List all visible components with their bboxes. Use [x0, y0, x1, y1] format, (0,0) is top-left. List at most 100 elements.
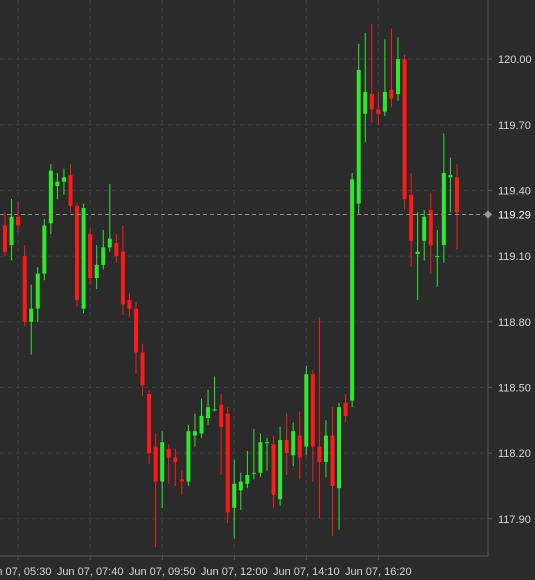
candle [271, 435, 276, 508]
candle [251, 429, 256, 480]
candle-body [258, 442, 263, 473]
candle-body [16, 216, 21, 226]
candle-body [304, 374, 309, 447]
candle-body [415, 251, 420, 254]
x-tick-label: Jun 07, 14:10 [273, 566, 340, 578]
candle [81, 203, 86, 314]
candle-body [114, 242, 119, 257]
candle [238, 472, 243, 511]
candle [265, 437, 269, 471]
candle [350, 172, 355, 408]
candle [186, 424, 191, 486]
candle-body [140, 352, 145, 386]
candle [9, 199, 14, 261]
candle-body [323, 435, 328, 462]
candle [29, 284, 34, 355]
x-tick-label: Jun 07, 09:50 [129, 566, 196, 578]
candle-body [35, 273, 40, 309]
candle [422, 210, 427, 261]
candle-body [330, 435, 335, 486]
candle-body [160, 442, 165, 482]
candle-body [454, 177, 459, 213]
candle [166, 444, 171, 484]
candle-body [68, 175, 73, 206]
candle [297, 411, 302, 480]
candle [75, 203, 80, 307]
candle-body [310, 374, 315, 447]
candle-body [88, 234, 93, 278]
candle [35, 267, 40, 322]
candle-body [153, 446, 158, 482]
candle [153, 433, 158, 548]
candle [232, 459, 237, 539]
candle-body [94, 264, 99, 278]
candle [382, 39, 387, 117]
candle-body [107, 238, 112, 248]
candle-body [382, 91, 387, 112]
candle [369, 24, 374, 123]
candle [245, 450, 250, 489]
candle [147, 389, 152, 465]
y-tick-label: 119.70 [498, 120, 531, 132]
x-tick-label: Jun 07, 16:20 [345, 566, 412, 578]
candle [396, 37, 400, 101]
candle-body [435, 256, 440, 258]
candle-body [232, 483, 237, 508]
candle [55, 172, 60, 200]
candle [225, 407, 230, 524]
candle-body [29, 308, 34, 322]
y-tick-label: 119.10 [498, 251, 531, 263]
y-tick-label: 117.90 [498, 514, 531, 526]
candle-body [396, 59, 400, 95]
candle [291, 422, 296, 467]
candle-body [402, 59, 407, 200]
candle-body [173, 457, 178, 462]
candle [173, 448, 178, 486]
candle-body [428, 210, 433, 246]
candle-body [297, 435, 302, 458]
candle-body [81, 207, 86, 309]
candle [428, 192, 433, 274]
candle [337, 402, 342, 530]
candle-body [441, 172, 446, 246]
y-tick-label: 118.50 [498, 382, 531, 394]
candle [310, 369, 315, 482]
candle [304, 365, 309, 456]
candle-body [238, 481, 243, 491]
candle [415, 212, 420, 300]
candle-body [186, 431, 191, 482]
candle-body [219, 404, 224, 427]
x-axis-ticks: Jun 07, 05:30 Jun 07, 07:40 Jun 07, 09:50 J… [0, 556, 412, 578]
candle-body [147, 394, 152, 454]
candle-body [22, 256, 27, 322]
candle [107, 183, 112, 252]
current-price-diamond [484, 210, 492, 219]
candle-body [212, 409, 217, 411]
x-tick-label: Jun 07, 05:30 [0, 566, 51, 578]
candle [402, 54, 407, 211]
candle-body [369, 94, 374, 110]
candle-body [192, 431, 197, 436]
candle-body [363, 91, 368, 114]
candle [94, 245, 99, 289]
candle-body [284, 439, 289, 454]
candle-body [179, 479, 184, 482]
candle-body [265, 442, 269, 444]
candle-body [245, 475, 250, 484]
candle [68, 164, 73, 213]
current-price-label: 119.29 [498, 210, 531, 222]
current-price-marker: 119.29 [0, 210, 531, 222]
candle [343, 394, 348, 423]
candle [140, 343, 145, 397]
candle-body [134, 308, 138, 353]
candle [206, 389, 211, 425]
candle-body [376, 109, 381, 114]
candle-body [422, 216, 427, 241]
candle [134, 302, 138, 375]
candle-body [42, 225, 47, 274]
x-tick-label: Jun 07, 07:40 [57, 566, 124, 578]
y-tick-label: 118.80 [498, 317, 531, 329]
candle [448, 157, 453, 213]
candle [330, 407, 335, 537]
